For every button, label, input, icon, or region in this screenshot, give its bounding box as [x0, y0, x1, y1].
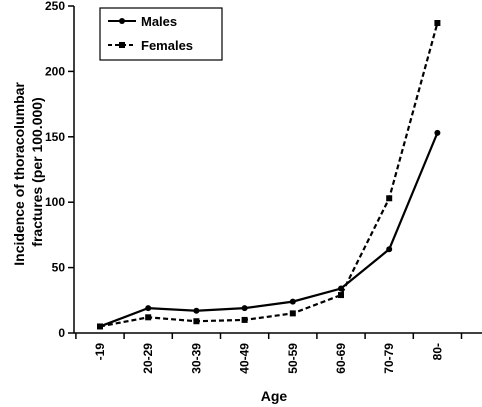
- legend-label-females: Females: [141, 38, 193, 53]
- y-tick-label: 50: [52, 261, 66, 275]
- data-point-females: [97, 323, 103, 330]
- data-point-females: [386, 195, 393, 202]
- x-tick-label: 80-: [430, 343, 444, 360]
- x-axis: -19 20-29 30-39 40-49 50-59 60-69 70-79 80-: [74, 332, 482, 374]
- data-point-males: [193, 307, 200, 314]
- data-point-females: [289, 310, 296, 317]
- legend-box: [99, 7, 223, 61]
- legend: Males Females: [99, 7, 223, 61]
- y-axis-title-line-1: Incidence of thoracolumbar: [11, 82, 27, 266]
- legend-marker-males: [119, 18, 125, 24]
- x-tick-label: 30-39: [189, 343, 203, 374]
- y-tick-label: 200: [45, 64, 65, 78]
- y-tick-label: 0: [58, 326, 65, 340]
- data-point-males: [145, 305, 152, 312]
- legend-marker-females: [119, 42, 125, 48]
- y-axis-title-line-2: fractures (per 100.000): [29, 97, 45, 246]
- x-tick-label: 20-29: [141, 343, 155, 374]
- y-axis: 0 50 100 150 200 250: [45, 0, 75, 340]
- x-tick-label: -19: [93, 343, 107, 361]
- series-line-males: [99, 132, 439, 328]
- series-group: [97, 20, 441, 330]
- data-point-males: [289, 298, 296, 305]
- x-tick-label: 70-79: [382, 343, 396, 374]
- legend-label-males: Males: [141, 14, 177, 29]
- x-ticks: -19 20-29 30-39 40-49 50-59 60-69 70-79 80-: [75, 333, 463, 374]
- data-point-females: [434, 20, 441, 27]
- data-point-females: [338, 292, 344, 299]
- x-axis-title: Age: [261, 388, 288, 404]
- x-tick-label: 60-69: [334, 343, 348, 374]
- data-point-females: [193, 318, 200, 325]
- y-ticks: 0 50 100 150 200 250: [45, 0, 74, 340]
- x-tick-label: 50-59: [286, 343, 300, 374]
- data-point-males: [434, 129, 441, 136]
- y-tick-label: 150: [45, 130, 65, 144]
- data-point-females: [241, 316, 248, 323]
- y-tick-label: 100: [45, 195, 65, 209]
- series-line-females: [99, 22, 439, 328]
- x-tick-label: 40-49: [238, 343, 252, 374]
- y-tick-label: 250: [45, 0, 65, 13]
- y-axis-title: Incidence of thoracolumbar fractures (pe…: [11, 78, 45, 265]
- data-point-females: [145, 314, 152, 321]
- data-point-males: [386, 246, 393, 253]
- data-point-males: [241, 305, 248, 312]
